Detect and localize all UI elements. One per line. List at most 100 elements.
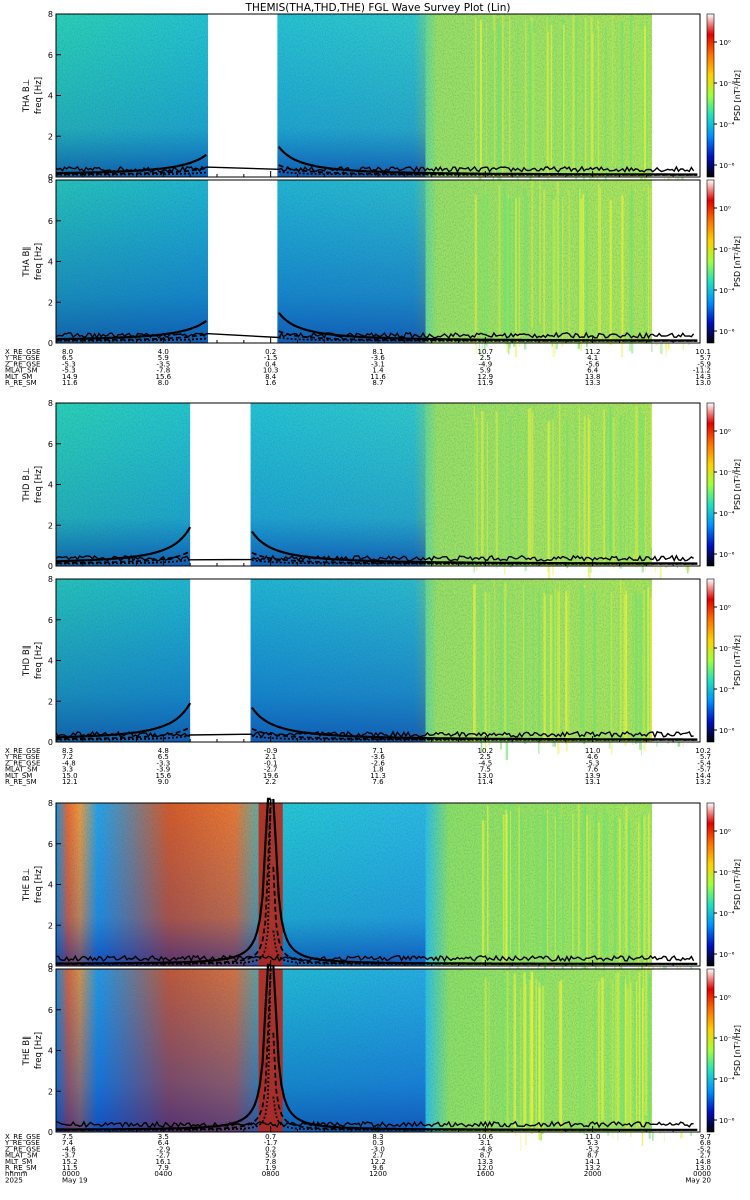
wave-streak: [503, 591, 505, 737]
wave-streak: [618, 817, 621, 979]
wave-streak: [647, 186, 649, 334]
wave-streak: [486, 24, 487, 177]
ephemeris-value: 6.8: [700, 1139, 711, 1147]
panel-ylabel: THE B⊥: [22, 868, 32, 902]
y-tick-label: 4: [48, 481, 53, 490]
y-tick-label: 6: [48, 217, 53, 226]
wave-streak: [508, 197, 511, 347]
wave-streak: [495, 411, 498, 560]
ephemeris-value: 10.2: [695, 747, 711, 755]
wave-streak: [556, 803, 558, 950]
y-tick-label: 6: [48, 616, 53, 625]
ephemeris-value: 8.7: [480, 1152, 491, 1160]
ephemeris-value: -4.8: [478, 1145, 492, 1153]
y-tick-label: 4: [48, 657, 53, 666]
wave-streak: [638, 972, 641, 1128]
wave-streak: [610, 592, 613, 755]
ephemeris-row-label: Y_RE_GSE: [4, 1139, 40, 1147]
wave-streak: [560, 980, 563, 1133]
wave-streak: [614, 971, 616, 1123]
wave-streak: [543, 815, 547, 975]
ephemeris-value: -5.3: [62, 360, 76, 368]
wave-streak: [559, 403, 561, 565]
wave-streak: [511, 584, 513, 745]
cyclotron-curve: [56, 337, 207, 342]
ephemeris-value: 14.3: [695, 373, 711, 381]
panel-ylabel: THE B∥: [22, 1036, 32, 1067]
wave-streak: [650, 597, 653, 742]
panel-tha-bperp: 0 2 4 6 8 THA B⊥ freq [Hz] 10⁰ 10⁻² 10⁻⁴ 10⁻⁶ PSD […: [22, 10, 742, 195]
ephemeris-value: 12.0: [478, 1164, 494, 1172]
wave-streak: [575, 17, 578, 180]
wave-streak: [610, 413, 613, 564]
ephemeris-value: -5.2: [586, 1145, 600, 1153]
ephemeris-value: 7.1: [372, 747, 383, 755]
ephemeris-value: 0.2: [265, 348, 276, 356]
wave-streak: [585, 808, 586, 970]
ephemeris-row-label: Z_RE_GSE: [5, 360, 40, 368]
colorbar-tick-label: 10⁻⁴: [719, 910, 735, 918]
colorbar-tick-label: 10⁻⁴: [719, 510, 735, 518]
colorbar-tick-label: 10⁻²: [719, 80, 735, 88]
wave-streak: [580, 198, 582, 351]
wave-streak: [640, 22, 643, 184]
wave-streak: [531, 412, 534, 560]
wave-streak: [589, 819, 591, 972]
y-tick-label: 0: [48, 962, 53, 971]
wave-streak: [619, 579, 622, 738]
wave-streak: [473, 420, 475, 573]
colorbar-tick-label: 10⁻⁶: [719, 727, 735, 735]
ephemeris-row-label: Y_RE_GSE: [4, 354, 40, 362]
ephemeris-value: 0000: [62, 1170, 80, 1178]
ephemeris-value: 2000: [584, 1170, 602, 1178]
noise-trace: [55, 331, 695, 340]
wave-streak: [504, 583, 507, 741]
wave-streak: [583, 587, 586, 745]
wave-streak: [516, 25, 519, 184]
wave-streak: [552, 199, 555, 357]
ephemeris-value: 10.6: [478, 1133, 494, 1141]
colorbar: [706, 578, 715, 743]
wave-streak: [593, 987, 596, 1134]
wave-streak: [557, 591, 560, 754]
wave-streak: [481, 818, 483, 965]
noise-trace: [55, 730, 694, 739]
ephemeris-value: -3.6: [371, 354, 385, 362]
wave-streak: [606, 813, 609, 965]
ephemeris-value: 11.6: [62, 379, 78, 387]
wave-streak: [529, 980, 532, 1128]
wave-streak: [551, 408, 553, 553]
wave-streak: [497, 19, 500, 181]
no-data-region: [652, 403, 700, 566]
wave-streak: [620, 20, 624, 169]
wave-streak: [558, 410, 560, 560]
wave-streak: [650, 404, 653, 549]
ephemeris-value: 2.7: [372, 1152, 383, 1160]
ephemeris-value: 13.0: [478, 772, 494, 780]
panel-ylabel: THD B⊥: [22, 467, 32, 502]
colorbar-label: PSD [nT²/Hz]: [733, 459, 742, 510]
wave-streak: [578, 408, 580, 560]
noise-trace: [55, 1120, 694, 1129]
wave-streak: [552, 190, 553, 347]
wave-streak: [644, 969, 648, 1116]
noise-trace: [56, 954, 695, 963]
wave-streak: [558, 981, 561, 1134]
wave-streak: [479, 19, 483, 179]
wave-streak: [475, 197, 477, 354]
wave-streak: [518, 807, 520, 966]
panel-thd-bpar: 0 2 4 6 8 THD B∥ freq [Hz] 10⁰ 10⁻² 10⁻⁴ 10⁻⁶ PSD […: [22, 575, 742, 761]
wave-streak: [580, 583, 583, 729]
wave-streak: [554, 196, 556, 354]
ephemeris-value: -2.9: [156, 1145, 170, 1153]
ephemeris-value: 7.5: [480, 766, 491, 774]
ephemeris-value: 15.6: [156, 772, 172, 780]
ephemeris-value: 7.8: [265, 1158, 276, 1166]
wave-streak: [523, 972, 526, 1129]
wave-streak: [481, 820, 485, 964]
wave-streak: [627, 970, 630, 1127]
wave-streak: [560, 193, 562, 337]
wave-streak: [551, 191, 553, 347]
wave-streak: [579, 984, 581, 1134]
wave-streak: [598, 184, 600, 338]
